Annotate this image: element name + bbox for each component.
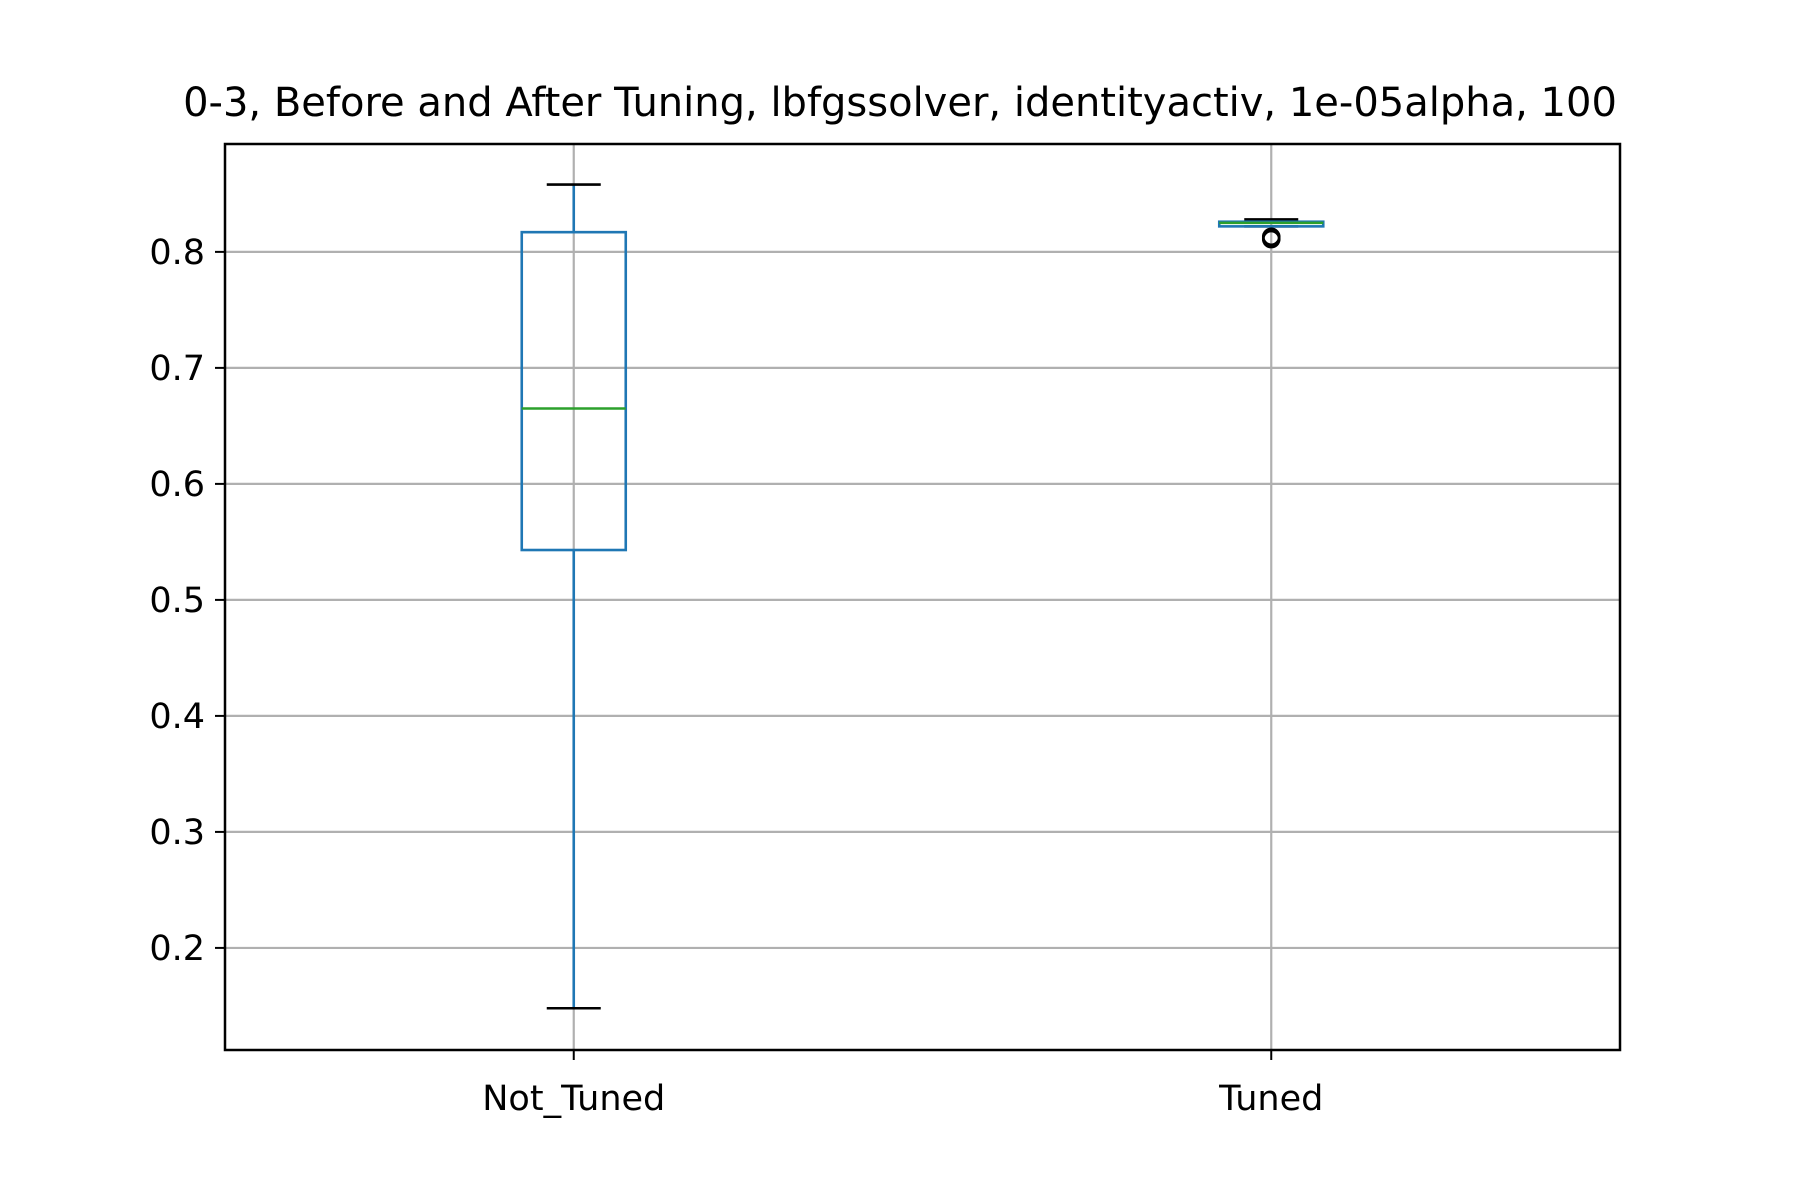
grid-lines (225, 144, 1620, 1050)
x-tick-label: Tuned (1218, 1079, 1323, 1119)
plot-frame (223, 142, 1622, 1052)
y-tick-label: 0.5 (149, 581, 205, 621)
y-tick-label: 0.2 (149, 929, 205, 969)
box-group-not-tuned (520, 183, 628, 1010)
y-tick-label: 0.8 (149, 233, 205, 273)
y-tick-label: 0.3 (149, 813, 205, 853)
x-axis: Not_Tuned Tuned (482, 1050, 1323, 1119)
box-group-tuned (1217, 218, 1325, 249)
x-tick-label: Not_Tuned (482, 1079, 665, 1119)
y-tick-label: 0.7 (149, 349, 205, 389)
outlier-point (1261, 229, 1281, 249)
boxes (520, 183, 1325, 1010)
y-tick-label: 0.4 (149, 697, 205, 737)
y-tick-label: 0.6 (149, 465, 205, 505)
box-iqr (520, 230, 628, 552)
y-axis: 0.2 0.3 0.4 0.5 0.6 0.7 0.8 (149, 233, 225, 969)
chart-title: 0-3, Before and After Tuning, lbfgssolve… (183, 80, 1617, 126)
